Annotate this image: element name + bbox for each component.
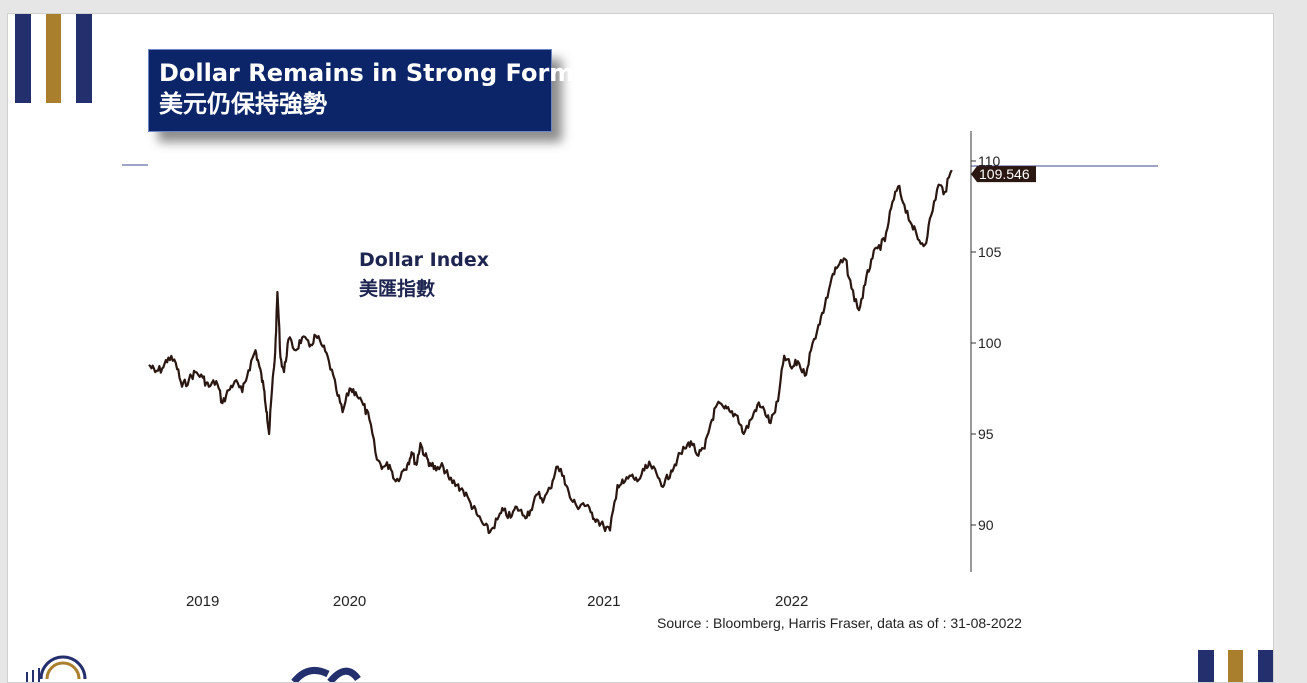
- chart-title-en: Dollar Remains in Strong Form: [159, 59, 575, 87]
- dollar-index-line: [148, 169, 953, 535]
- arch-logo-icon: [26, 655, 87, 682]
- gold-bar-decoration: [46, 14, 61, 103]
- navy-bar-decoration: [76, 14, 92, 103]
- y-tick-label: 105: [978, 244, 1002, 260]
- x-tick-label: 2021: [587, 593, 620, 610]
- y-tick-label: 95: [978, 426, 994, 442]
- last-value-tag: [971, 166, 1036, 183]
- last-value-label: 109.546: [979, 166, 1030, 182]
- y-tick-label: 100: [978, 335, 1002, 351]
- x-tick-label: 2019: [186, 593, 219, 610]
- y-tick-label: 110: [978, 153, 1001, 169]
- chart-title-zh: 美元仍保持強勢: [159, 90, 327, 118]
- gold-bar-decoration: [1228, 650, 1243, 682]
- dollar-index-chart: 90 95 100 105 110 2019 2020 2021 2022 109.546 Doll…: [26, 131, 1158, 682]
- anniversary-logo-icon: [291, 666, 361, 682]
- navy-bar-decoration: [1258, 650, 1273, 682]
- chart-title-box: Dollar Remains in Strong Form 美元仍保持強勢: [148, 49, 575, 132]
- series-label-en: Dollar Index: [359, 249, 489, 271]
- slide: Dollar Remains in Strong Form 美元仍保持強勢 90…: [7, 13, 1274, 683]
- series-label-zh: 美匯指數: [359, 277, 435, 300]
- navy-bar-decoration: [15, 14, 31, 103]
- navy-bar-decoration: [1198, 650, 1214, 682]
- x-tick-label: 2022: [775, 593, 808, 610]
- y-tick-label: 90: [978, 517, 994, 533]
- source-note: Source : Bloomberg, Harris Fraser, data …: [657, 615, 1022, 631]
- x-tick-label: 2020: [333, 593, 366, 610]
